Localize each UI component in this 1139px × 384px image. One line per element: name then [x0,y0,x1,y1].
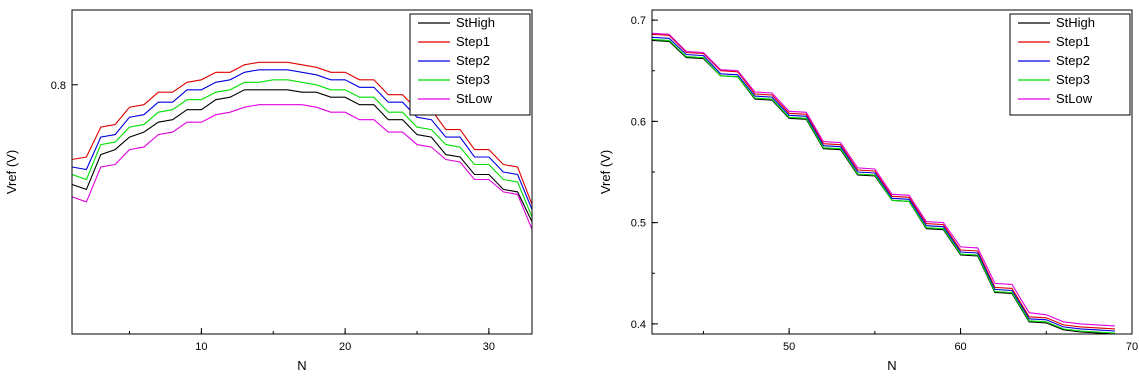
x-tick-label: 20 [339,341,351,353]
x-tick-label: 70 [1126,341,1138,353]
legend-label-step3: Step3 [456,72,490,87]
series-line-stlow [651,32,1115,327]
x-axis-label: N [297,358,306,373]
y-tick-label: 0.6 [631,116,646,128]
y-tick-label: 0.7 [631,15,646,27]
series-line-stlow [71,104,533,230]
legend-label-stlow: StLow [1056,91,1093,106]
legend-label-stlow: StLow [456,91,493,106]
legend-label-step1: Step1 [1056,34,1090,49]
y-tick-label: 0.8 [51,80,66,92]
plot-frame [71,9,533,335]
series-line-sthigh [71,89,533,223]
legend-label-sthigh: StHigh [456,15,495,30]
x-tick-label: 60 [954,341,966,353]
series-line-step2 [651,36,1115,332]
series-line-step1 [71,61,533,205]
legend-box [1009,13,1131,116]
series-line-step3 [71,79,533,218]
y-axis-label: Vref (V) [598,150,613,194]
x-tick-label: 50 [783,341,795,353]
x-tick-label: 10 [195,341,207,353]
legend-box [409,13,531,116]
legend: StHigh Step1 Step2 Step3 StLow [1009,13,1131,116]
x-axis-label: N [887,358,896,373]
series-line-step2 [71,69,533,210]
legend-label-step1: Step1 [456,34,490,49]
legend: StHigh Step1 Step2 Step3 StLow [409,13,531,116]
series-line-step1 [651,33,1115,330]
y-tick-label: 0.4 [631,319,646,331]
legend-label-step2: Step2 [456,53,490,68]
legend-label-step3: Step3 [1056,72,1090,87]
legend-label-step2: Step2 [1056,53,1090,68]
legend-label-sthigh: StHigh [1056,15,1095,30]
x-tick-label: 30 [483,341,495,353]
series-line-step3 [651,38,1115,334]
y-tick-label: 0.5 [631,218,646,230]
y-axis-label: Vref (V) [4,150,19,194]
